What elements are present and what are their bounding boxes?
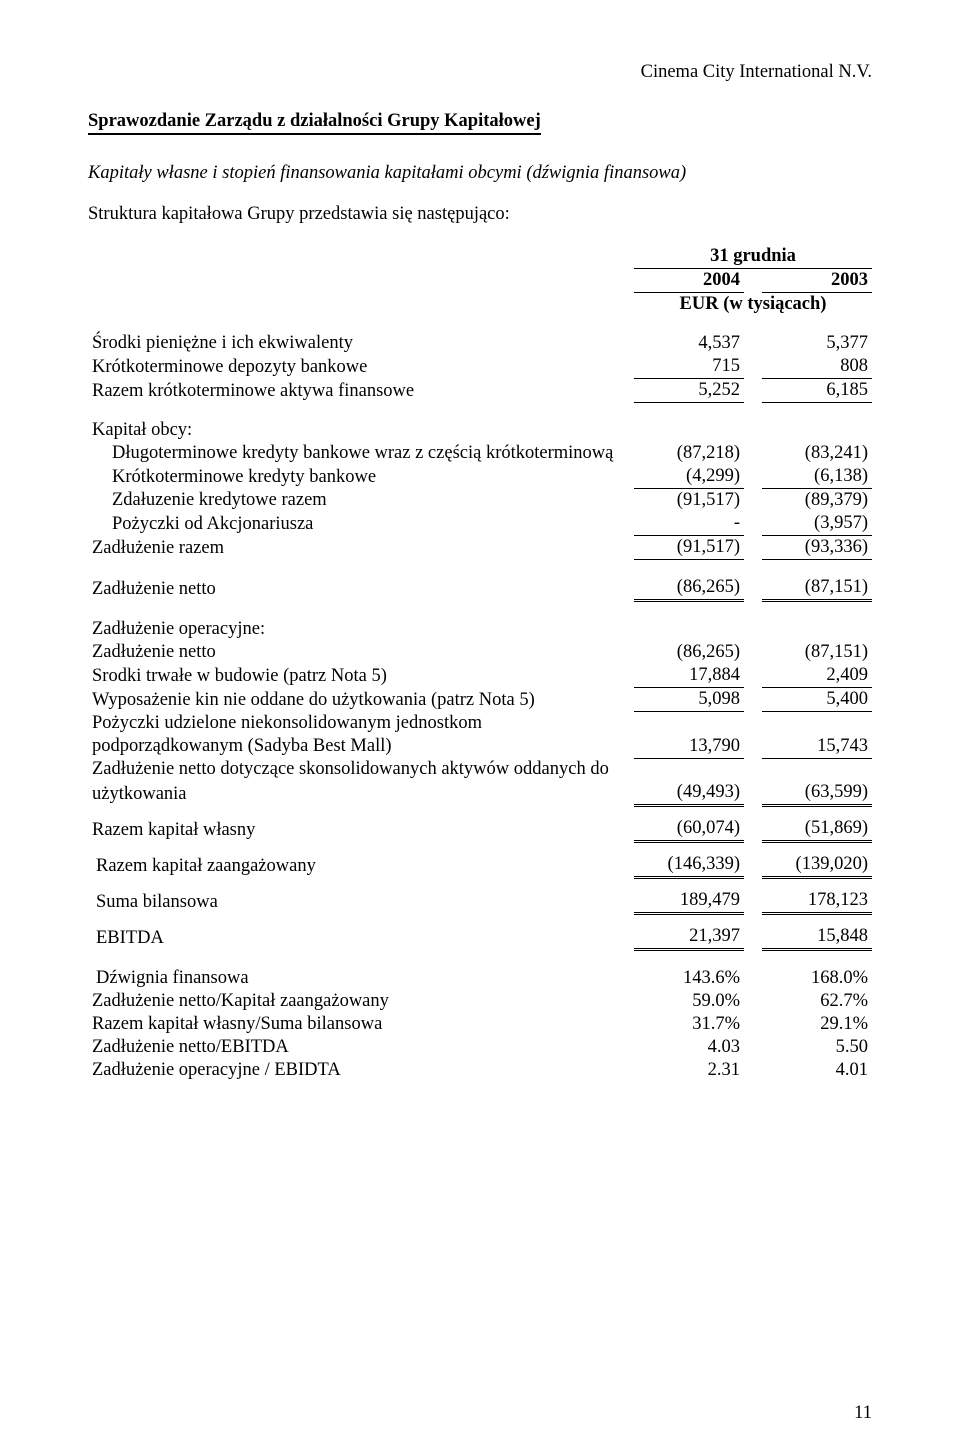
- row-value: 4.03: [634, 1036, 744, 1059]
- row-label: użytkowania: [88, 781, 634, 806]
- row-value: (51,869): [762, 817, 872, 842]
- row-label: Krótkoterminowe depozyty bankowe: [88, 355, 634, 379]
- row-value: (87,151): [762, 641, 872, 664]
- row-value: 168.0%: [762, 967, 872, 990]
- row-value: 143.6%: [634, 967, 744, 990]
- row-label: Razem kapitał zaangażowany: [88, 853, 634, 878]
- row-value: (87,151): [762, 576, 872, 601]
- units-header: EUR (w tysiącach): [634, 293, 872, 317]
- row-value: 62.7%: [762, 990, 872, 1013]
- row-value: (91,517): [634, 489, 744, 513]
- row-value: 6,185: [762, 379, 872, 403]
- row-value: (60,074): [634, 817, 744, 842]
- row-value: 13,790: [634, 735, 744, 759]
- row-value: 5.50: [762, 1036, 872, 1059]
- row-label: Kapitał obcy:: [88, 419, 634, 442]
- row-value: (83,241): [762, 442, 872, 465]
- row-label: Środki pieniężne i ich ekwiwalenty: [88, 332, 634, 355]
- row-value: 59.0%: [634, 990, 744, 1013]
- row-label: Pożyczki udzielone niekonsolidowanym jed…: [88, 712, 634, 735]
- row-value: 4,537: [634, 332, 744, 355]
- intro-text: Struktura kapitałowa Grupy przedstawia s…: [88, 204, 872, 225]
- row-label: Pożyczki od Akcjonariusza: [88, 512, 634, 536]
- row-value: 29.1%: [762, 1013, 872, 1036]
- row-value: (49,493): [634, 781, 744, 806]
- row-value: (3,957): [762, 512, 872, 536]
- row-value: (4,299): [634, 465, 744, 489]
- row-value: 15,743: [762, 735, 872, 759]
- row-value: 2.31: [634, 1059, 744, 1082]
- row-value: -: [634, 512, 744, 536]
- section-heading: Kapitały własne i stopień finansowania k…: [88, 163, 872, 184]
- year-2004: 2004: [634, 269, 744, 293]
- row-value: 21,397: [634, 925, 744, 950]
- row-label: Zadłużenie razem: [88, 536, 634, 560]
- date-header: 31 grudnia: [634, 245, 872, 269]
- row-value: 5,400: [762, 688, 872, 712]
- financial-table: 31 grudnia 2004 2003 EUR (w tysiącach) Ś…: [88, 245, 872, 1082]
- row-value: 4.01: [762, 1059, 872, 1082]
- row-value: (139,020): [762, 853, 872, 878]
- row-value: 808: [762, 355, 872, 379]
- row-label: EBITDA: [88, 925, 634, 950]
- row-label: Zdałuzenie kredytowe razem: [88, 489, 634, 513]
- row-value: 178,123: [762, 889, 872, 914]
- row-value: 715: [634, 355, 744, 379]
- row-label: Suma bilansowa: [88, 889, 634, 914]
- row-value: 15,848: [762, 925, 872, 950]
- page-number: 11: [854, 1403, 872, 1424]
- row-value: (6,138): [762, 465, 872, 489]
- row-label: Zadłużenie netto: [88, 576, 634, 601]
- row-value: (89,379): [762, 489, 872, 513]
- row-label: Dźwignia finansowa: [88, 967, 634, 990]
- row-value: 17,884: [634, 664, 744, 688]
- row-label: Zadłużenie netto: [88, 641, 634, 664]
- row-label: Razem kapitał własny/Suma bilansowa: [88, 1013, 634, 1036]
- row-value: (86,265): [634, 576, 744, 601]
- row-label: Zadłużenie operacyjne / EBIDTA: [88, 1059, 634, 1082]
- row-label: podporządkowanym (Sadyba Best Mall): [88, 735, 634, 759]
- year-2003: 2003: [762, 269, 872, 293]
- row-value: 5,377: [762, 332, 872, 355]
- row-value: (86,265): [634, 641, 744, 664]
- row-label: Zadłużenie netto dotyczące skonsolidowan…: [88, 758, 634, 781]
- row-label: Krótkoterminowe kredyty bankowe: [88, 465, 634, 489]
- row-value: 31.7%: [634, 1013, 744, 1036]
- row-value: 5,098: [634, 688, 744, 712]
- row-value: (146,339): [634, 853, 744, 878]
- row-label: Wyposażenie kin nie oddane do użytkowani…: [88, 688, 634, 712]
- row-value: (63,599): [762, 781, 872, 806]
- row-label: Długoterminowe kredyty bankowe wraz z cz…: [88, 442, 634, 465]
- row-label: Srodki trwałe w budowie (patrz Nota 5): [88, 664, 634, 688]
- row-label: Zadłużenie netto/Kapitał zaangażowany: [88, 990, 634, 1013]
- row-label: Razem kapitał własny: [88, 817, 634, 842]
- report-title: Sprawozdanie Zarządu z działalności Grup…: [88, 111, 541, 135]
- row-value: (91,517): [634, 536, 744, 560]
- row-value: (87,218): [634, 442, 744, 465]
- row-value: 189,479: [634, 889, 744, 914]
- row-value: 5,252: [634, 379, 744, 403]
- row-value: (93,336): [762, 536, 872, 560]
- row-label: Zadłużenie netto/EBITDA: [88, 1036, 634, 1059]
- row-label: Zadłużenie operacyjne:: [88, 618, 634, 641]
- company-name: Cinema City International N.V.: [88, 62, 872, 83]
- row-value: 2,409: [762, 664, 872, 688]
- row-label: Razem krótkoterminowe aktywa finansowe: [88, 379, 634, 403]
